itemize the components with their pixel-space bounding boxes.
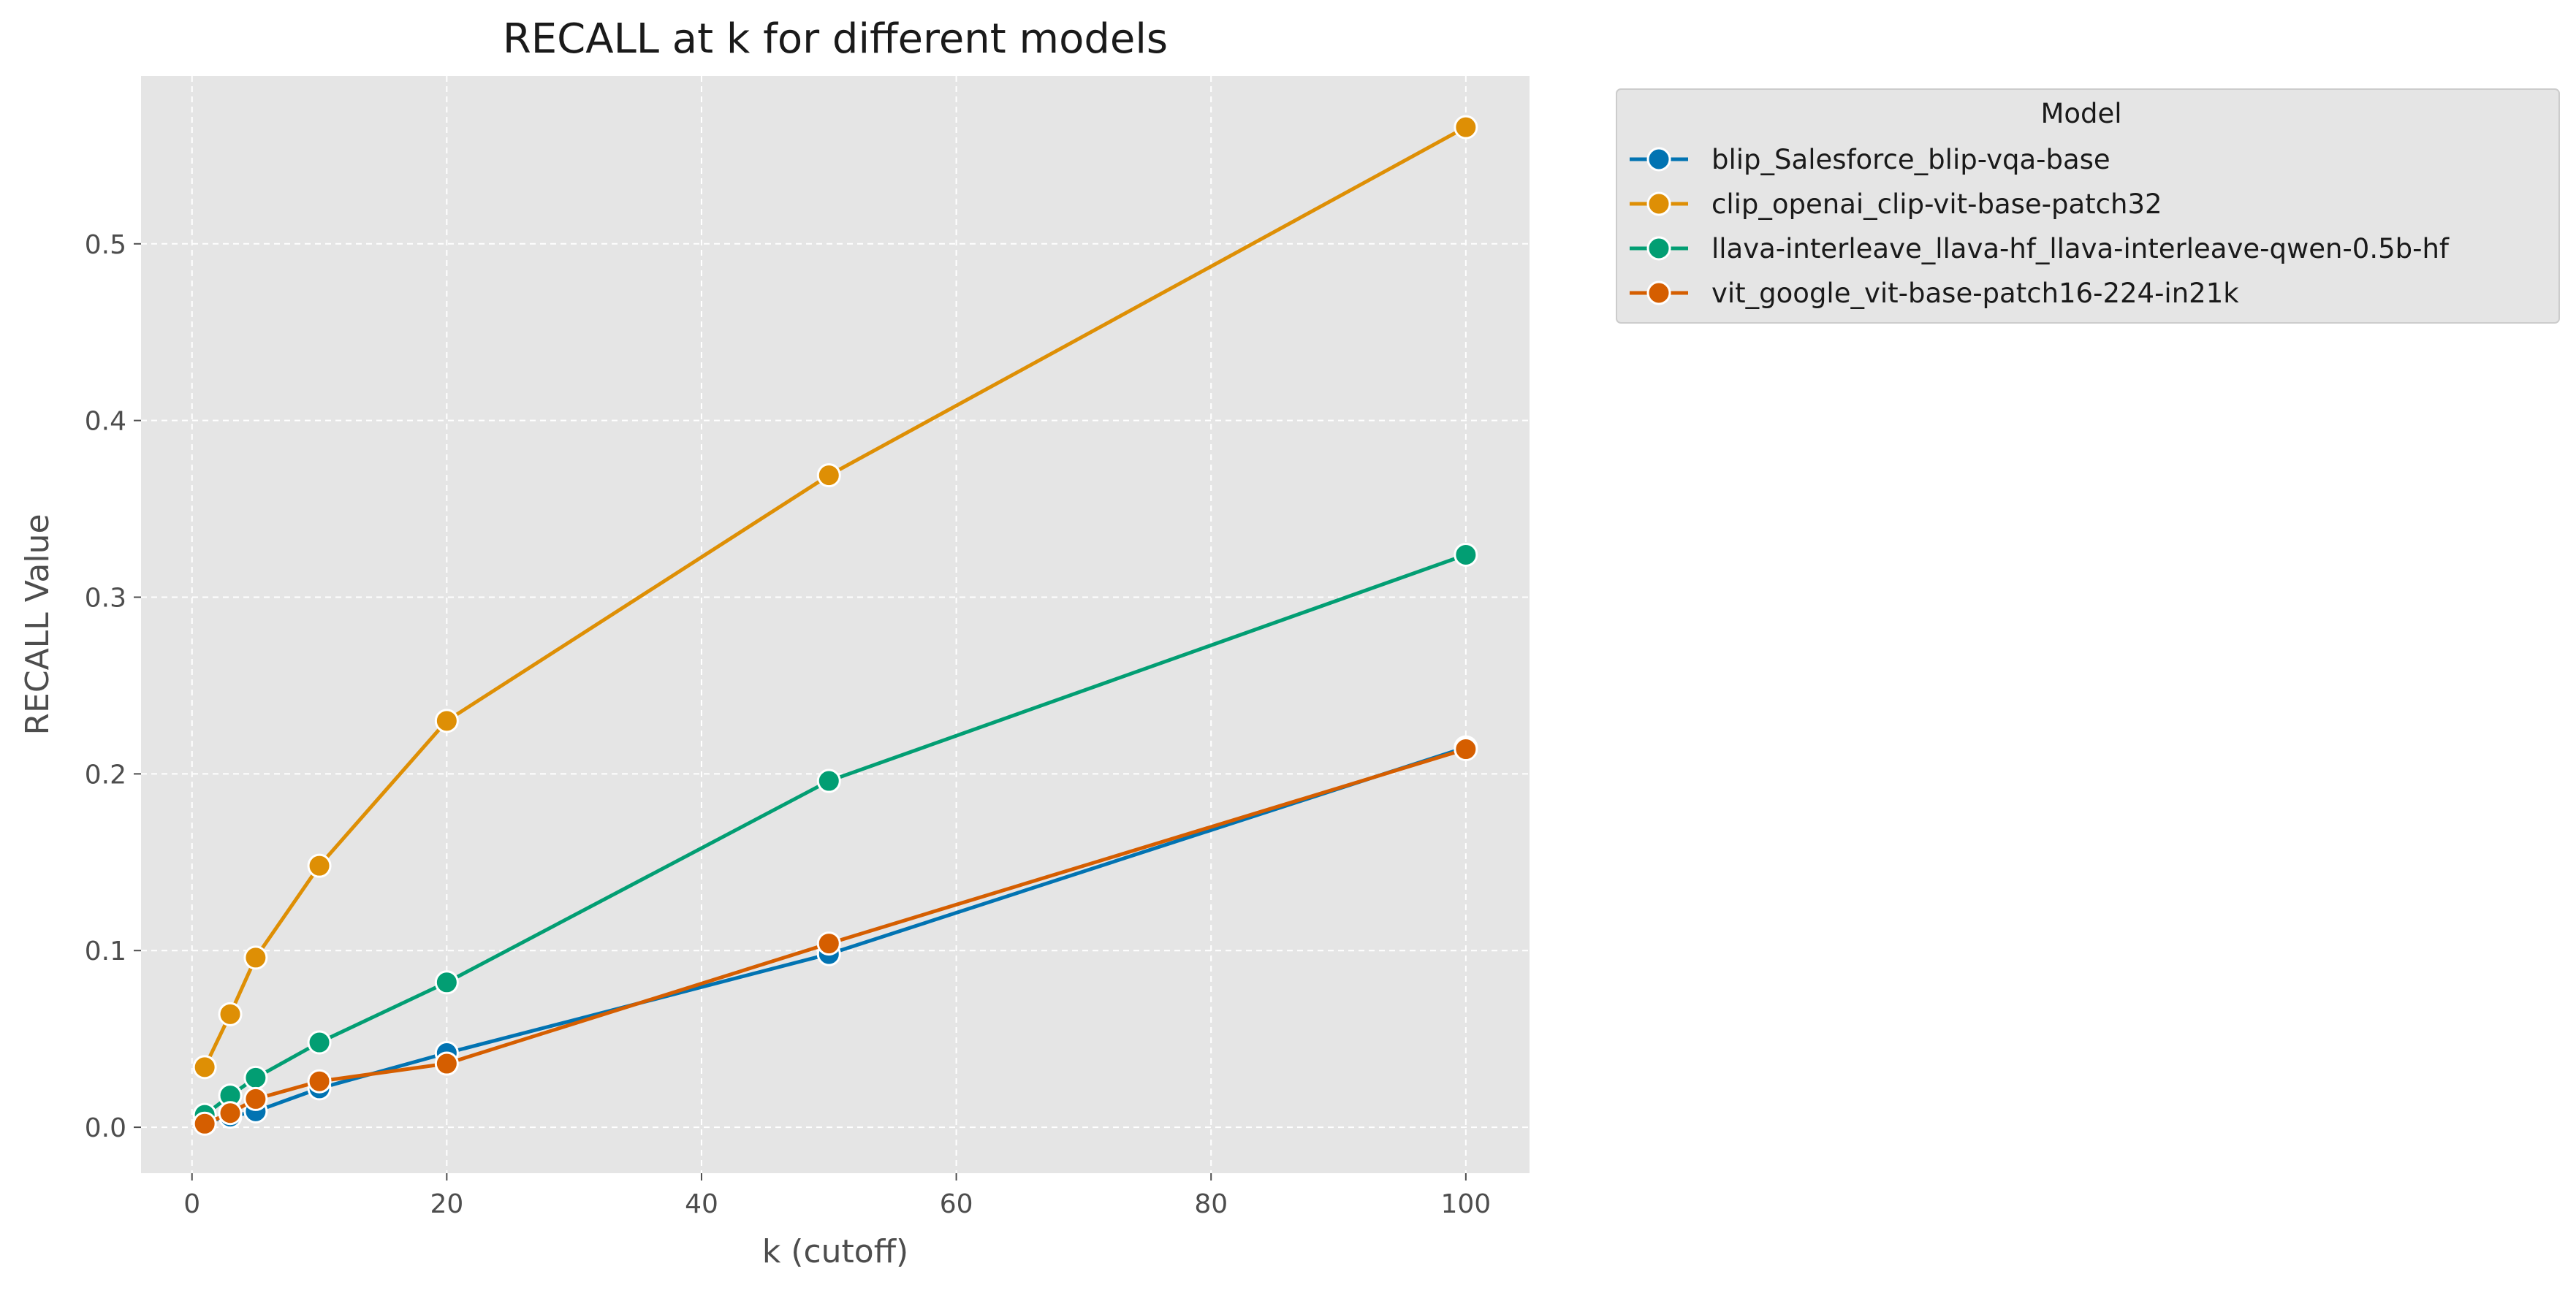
data-point xyxy=(434,970,459,995)
data-point xyxy=(192,1111,217,1136)
legend-label: llava-interleave_llava-hf_llava-interlea… xyxy=(1711,233,2450,264)
tick-layer: 0 20 40 60 80 100 0.0 0.1 0.2 0.3 0.4 0.5 xyxy=(85,230,1491,1219)
legend-label: vit_google_vit-base-patch16-224-in21k xyxy=(1711,278,2239,309)
data-point xyxy=(218,1101,243,1126)
x-tick-label: 0 xyxy=(183,1189,200,1219)
data-point xyxy=(307,1030,332,1055)
plot-background xyxy=(141,76,1530,1173)
data-point xyxy=(243,1086,268,1111)
chart-title: RECALL at k for different models xyxy=(503,15,1168,63)
data-point xyxy=(1454,737,1478,762)
y-tick-label: 0.5 xyxy=(85,230,126,260)
legend-label: clip_openai_clip-vit-base-patch32 xyxy=(1711,188,2162,220)
legend-swatch-marker xyxy=(1646,191,1671,216)
data-point xyxy=(1454,542,1478,567)
data-point xyxy=(192,1055,217,1080)
y-tick-label: 0.0 xyxy=(85,1113,126,1143)
y-tick-label: 0.3 xyxy=(85,584,126,614)
y-tick-label: 0.1 xyxy=(85,937,126,966)
legend-swatch-marker xyxy=(1646,281,1671,305)
legend-entry: clip_openai_clip-vit-base-patch32 xyxy=(1630,188,2162,220)
legend: Model blip_Salesforce_blip-vqa-base clip_… xyxy=(1616,88,2560,324)
legend-entries: blip_Salesforce_blip-vqa-base clip_openai… xyxy=(1630,144,2450,309)
x-tick-label: 40 xyxy=(685,1189,718,1219)
series-3 xyxy=(192,737,1478,1136)
y-tick-label: 0.4 xyxy=(85,407,126,437)
data-point xyxy=(307,853,332,878)
legend-swatch-marker xyxy=(1646,236,1671,261)
series-1 xyxy=(192,115,1478,1080)
legend-swatch-marker xyxy=(1646,147,1671,172)
data-point xyxy=(816,463,841,488)
data-point xyxy=(434,1051,459,1076)
data-point xyxy=(816,768,841,793)
x-tick-label: 60 xyxy=(940,1189,973,1219)
x-tick-label: 100 xyxy=(1440,1189,1491,1219)
data-point xyxy=(218,1002,243,1026)
legend-title: Model xyxy=(2040,98,2121,129)
x-tick-label: 80 xyxy=(1194,1189,1228,1219)
legend-entry: vit_google_vit-base-patch16-224-in21k xyxy=(1630,278,2239,309)
x-axis-label: k (cutoff) xyxy=(762,1233,908,1270)
legend-entry: llava-interleave_llava-hf_llava-interlea… xyxy=(1630,233,2450,264)
series-layer xyxy=(192,115,1478,1136)
x-tick-label: 20 xyxy=(430,1189,463,1219)
data-point xyxy=(816,931,841,956)
data-point xyxy=(1454,115,1478,140)
y-axis-label: RECALL Value xyxy=(19,514,56,735)
y-tick-label: 0.2 xyxy=(85,760,126,790)
legend-frame xyxy=(1616,88,2560,324)
data-point xyxy=(307,1069,332,1094)
data-point xyxy=(243,1065,268,1090)
data-point xyxy=(243,945,268,970)
data-point xyxy=(434,709,459,733)
legend-label: blip_Salesforce_blip-vqa-base xyxy=(1711,144,2110,175)
legend-entry: blip_Salesforce_blip-vqa-base xyxy=(1630,144,2110,175)
